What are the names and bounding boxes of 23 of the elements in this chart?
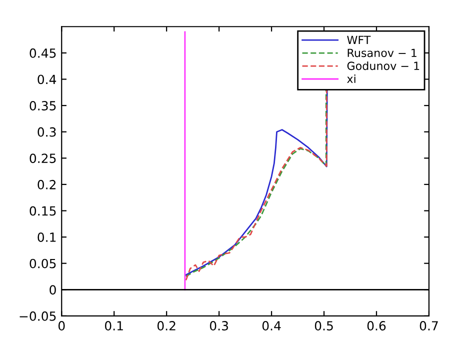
x-tick-label: 0.1 [104,321,123,330]
y-tick-label: 0.15 [30,206,56,216]
y-tick-label: 0.1 [38,232,56,242]
x-tick-label: 0 [58,321,65,330]
x-tick-label: 0.7 [420,321,438,330]
legend-label: WFT [347,36,371,44]
x-tick-label: 0.3 [210,321,228,330]
x-tick-label: 0.4 [262,321,281,330]
y-tick-label: 0.3 [38,127,56,137]
y-tick-label: 0 [50,285,56,295]
x-tick-label: 0.6 [367,321,386,330]
y-tick-label: 0.45 [30,48,56,58]
y-tick-label: 0.35 [30,101,56,110]
y-tick-label: 0.05 [30,258,56,268]
legend-label: Rusanov − 1 [348,48,416,58]
y-tick-label: 0.25 [30,154,56,164]
y-tick-label: −0.05 [20,311,56,321]
legend-label: xi [347,74,356,83]
y-tick-label: 0.4 [38,74,56,84]
x-tick-label: 0.5 [314,321,333,330]
x-tick-label: 0.2 [157,321,176,330]
legend-label: Godunov − 1 [347,61,420,70]
y-tick-label: 0.2 [38,180,56,190]
